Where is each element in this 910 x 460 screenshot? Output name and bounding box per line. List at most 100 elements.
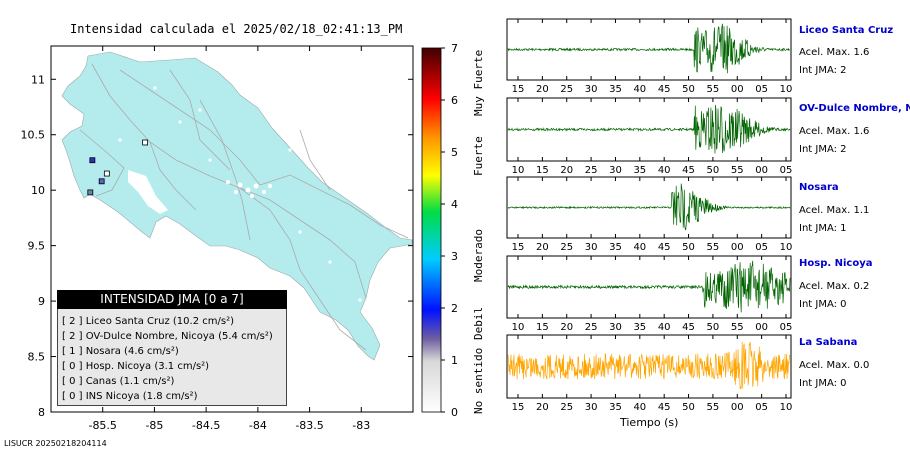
station-jma: Int JMA: 0	[799, 378, 847, 389]
seismogram-tick-label: 35	[633, 165, 646, 176]
seismogram-tick-label: 40	[658, 322, 671, 333]
map-station-markers	[87, 139, 149, 196]
seismogram-tick-label: 05	[780, 322, 793, 333]
colorbar-ticks: 0 1 2 3 4 5 6 7	[441, 42, 458, 419]
map-x-tick-label: -84	[249, 419, 267, 432]
legend-row: [ 2 ] Liceo Santa Cruz (10.2 cm/s²)	[62, 316, 234, 327]
seismogram-tick-label: 20	[536, 402, 549, 413]
station-marker	[98, 178, 105, 185]
map-y-tick-label: 9	[38, 295, 45, 308]
colorbar-tick-label: 4	[451, 198, 458, 211]
map-x-tick-label: -85	[145, 419, 163, 432]
seismogram-tick-label: 05	[755, 242, 768, 253]
map-x-tick-label: -83.5	[295, 419, 323, 432]
seismogram-tick-label: 55	[707, 242, 720, 253]
seismogram-tick-label: 15	[512, 84, 525, 95]
seismogram-trace	[507, 260, 791, 313]
seismogram-tick-label: 55	[707, 84, 720, 95]
station-name: Hosp. Nicoya	[799, 258, 873, 269]
seismogram-tick-label: 25	[585, 165, 598, 176]
seismogram-tick-label: 10	[512, 165, 525, 176]
station-acel: Acel. Max. 0.0	[799, 360, 870, 371]
seismogram-tick-label: 50	[707, 165, 720, 176]
seismogram-tick-label: 55	[731, 165, 744, 176]
map-y-tick-label: 10	[31, 184, 45, 197]
station-jma: Int JMA: 1	[799, 223, 847, 234]
seismogram-tick-label: 05	[780, 165, 793, 176]
road-network	[79, 63, 409, 351]
station-jma: Int JMA: 2	[799, 144, 847, 155]
map-y-tick-label: 11	[31, 73, 45, 86]
seismogram-tick-label: 10	[780, 84, 793, 95]
seismogram-trace	[507, 341, 791, 390]
station-name: La Sabana	[799, 337, 858, 348]
map-y-tick-label: 9.5	[28, 240, 46, 253]
seismogram-tick-label: 00	[731, 242, 744, 253]
seismogram-tick-label: 20	[536, 84, 549, 95]
seismogram-tick-label: 35	[609, 402, 622, 413]
legend-title: INTENSIDAD JMA [0 a 7]	[57, 290, 287, 309]
seismogram-tick-label: 45	[682, 165, 695, 176]
colorbar-tick-label: 2	[451, 302, 458, 315]
seismogram-tick-label: 10	[512, 322, 525, 333]
station-marker	[87, 189, 94, 196]
seismogram-tick-label: 15	[512, 242, 525, 253]
seismogram-tick-label: 30	[609, 165, 622, 176]
seismogram-tick-label: 45	[658, 242, 671, 253]
map-y-tick-label: 10.5	[21, 129, 46, 142]
seismogram-tick-label: 45	[658, 84, 671, 95]
seismogram-tick-label: 50	[682, 242, 695, 253]
legend-row: [ 0 ] Hosp. Nicoya (3.1 cm/s²)	[62, 361, 210, 372]
seismogram-tick-label: 45	[682, 322, 695, 333]
seismogram-tick-label: 50	[682, 84, 695, 95]
legend-row: [ 2 ] OV-Dulce Nombre, Nicoya (5.4 cm/s²…	[62, 331, 273, 342]
seismogram-tick-label: 15	[536, 165, 549, 176]
seismogram-tick-label: 00	[755, 165, 768, 176]
seismogram-xlabel: Tiempo (s)	[620, 416, 679, 429]
seismogram-tick-label: 40	[658, 165, 671, 176]
seismogram-tick-label: 25	[585, 322, 598, 333]
legend-row: [ 0 ] INS Nicoya (1.8 cm/s²)	[62, 391, 198, 402]
city-dots	[118, 86, 378, 406]
seismogram-tick-label: 35	[633, 322, 646, 333]
station-marker	[142, 139, 149, 146]
seismogram-tick-label: 20	[560, 165, 573, 176]
seismogram-tick-label: 25	[560, 242, 573, 253]
seismogram-tick-label: 45	[658, 402, 671, 413]
seismogram-tick-label: 30	[585, 84, 598, 95]
seismogram-tick-label: 30	[609, 322, 622, 333]
seismogram-tick-label: 15	[536, 322, 549, 333]
station-jma: Int JMA: 2	[799, 65, 847, 76]
seismogram-tick-label: 00	[731, 402, 744, 413]
seismogram-tick-label: 05	[755, 402, 768, 413]
seismogram-tick-label: 00	[731, 84, 744, 95]
seismogram-tick-label: 50	[707, 322, 720, 333]
colorbar-tick-label: 5	[451, 146, 458, 159]
map-y-axis: 11 10.5 10 9.5 9 8.5 8	[21, 73, 413, 419]
colorbar-tick-label: 7	[451, 42, 458, 55]
seismogram-tick-label: 30	[585, 242, 598, 253]
legend-row: [ 0 ] Canas (1.1 cm/s²)	[62, 376, 175, 387]
colorbar-tick-label: 3	[451, 250, 458, 263]
legend-row: [ 1 ] Nosara (4.6 cm/s²)	[62, 346, 179, 357]
seismogram-tick-label: 10	[780, 402, 793, 413]
seismogram-tick-label: 00	[755, 322, 768, 333]
seismogram-trace	[507, 104, 791, 154]
colorbar-tick-label: 6	[451, 94, 458, 107]
station-acel: Acel. Max. 0.2	[799, 281, 870, 292]
seismogram-tick-label: 30	[585, 402, 598, 413]
seismogram-tick-label: 55	[731, 322, 744, 333]
seismogram-tick-label: 40	[633, 84, 646, 95]
seismogram-tick-label: 20	[560, 322, 573, 333]
intensity-legend	[57, 290, 287, 406]
map-y-tick-label: 8.5	[28, 351, 46, 364]
seismogram-trace	[507, 183, 791, 231]
station-marker	[103, 170, 110, 177]
seismogram-tick-label: 20	[536, 242, 549, 253]
gulf-water	[128, 170, 168, 214]
seismogram-tick-label: 15	[512, 402, 525, 413]
map-x-tick-label: -84.5	[192, 419, 220, 432]
station-acel: Acel. Max. 1.6	[799, 47, 870, 58]
seismogram-tick-label: 40	[633, 402, 646, 413]
